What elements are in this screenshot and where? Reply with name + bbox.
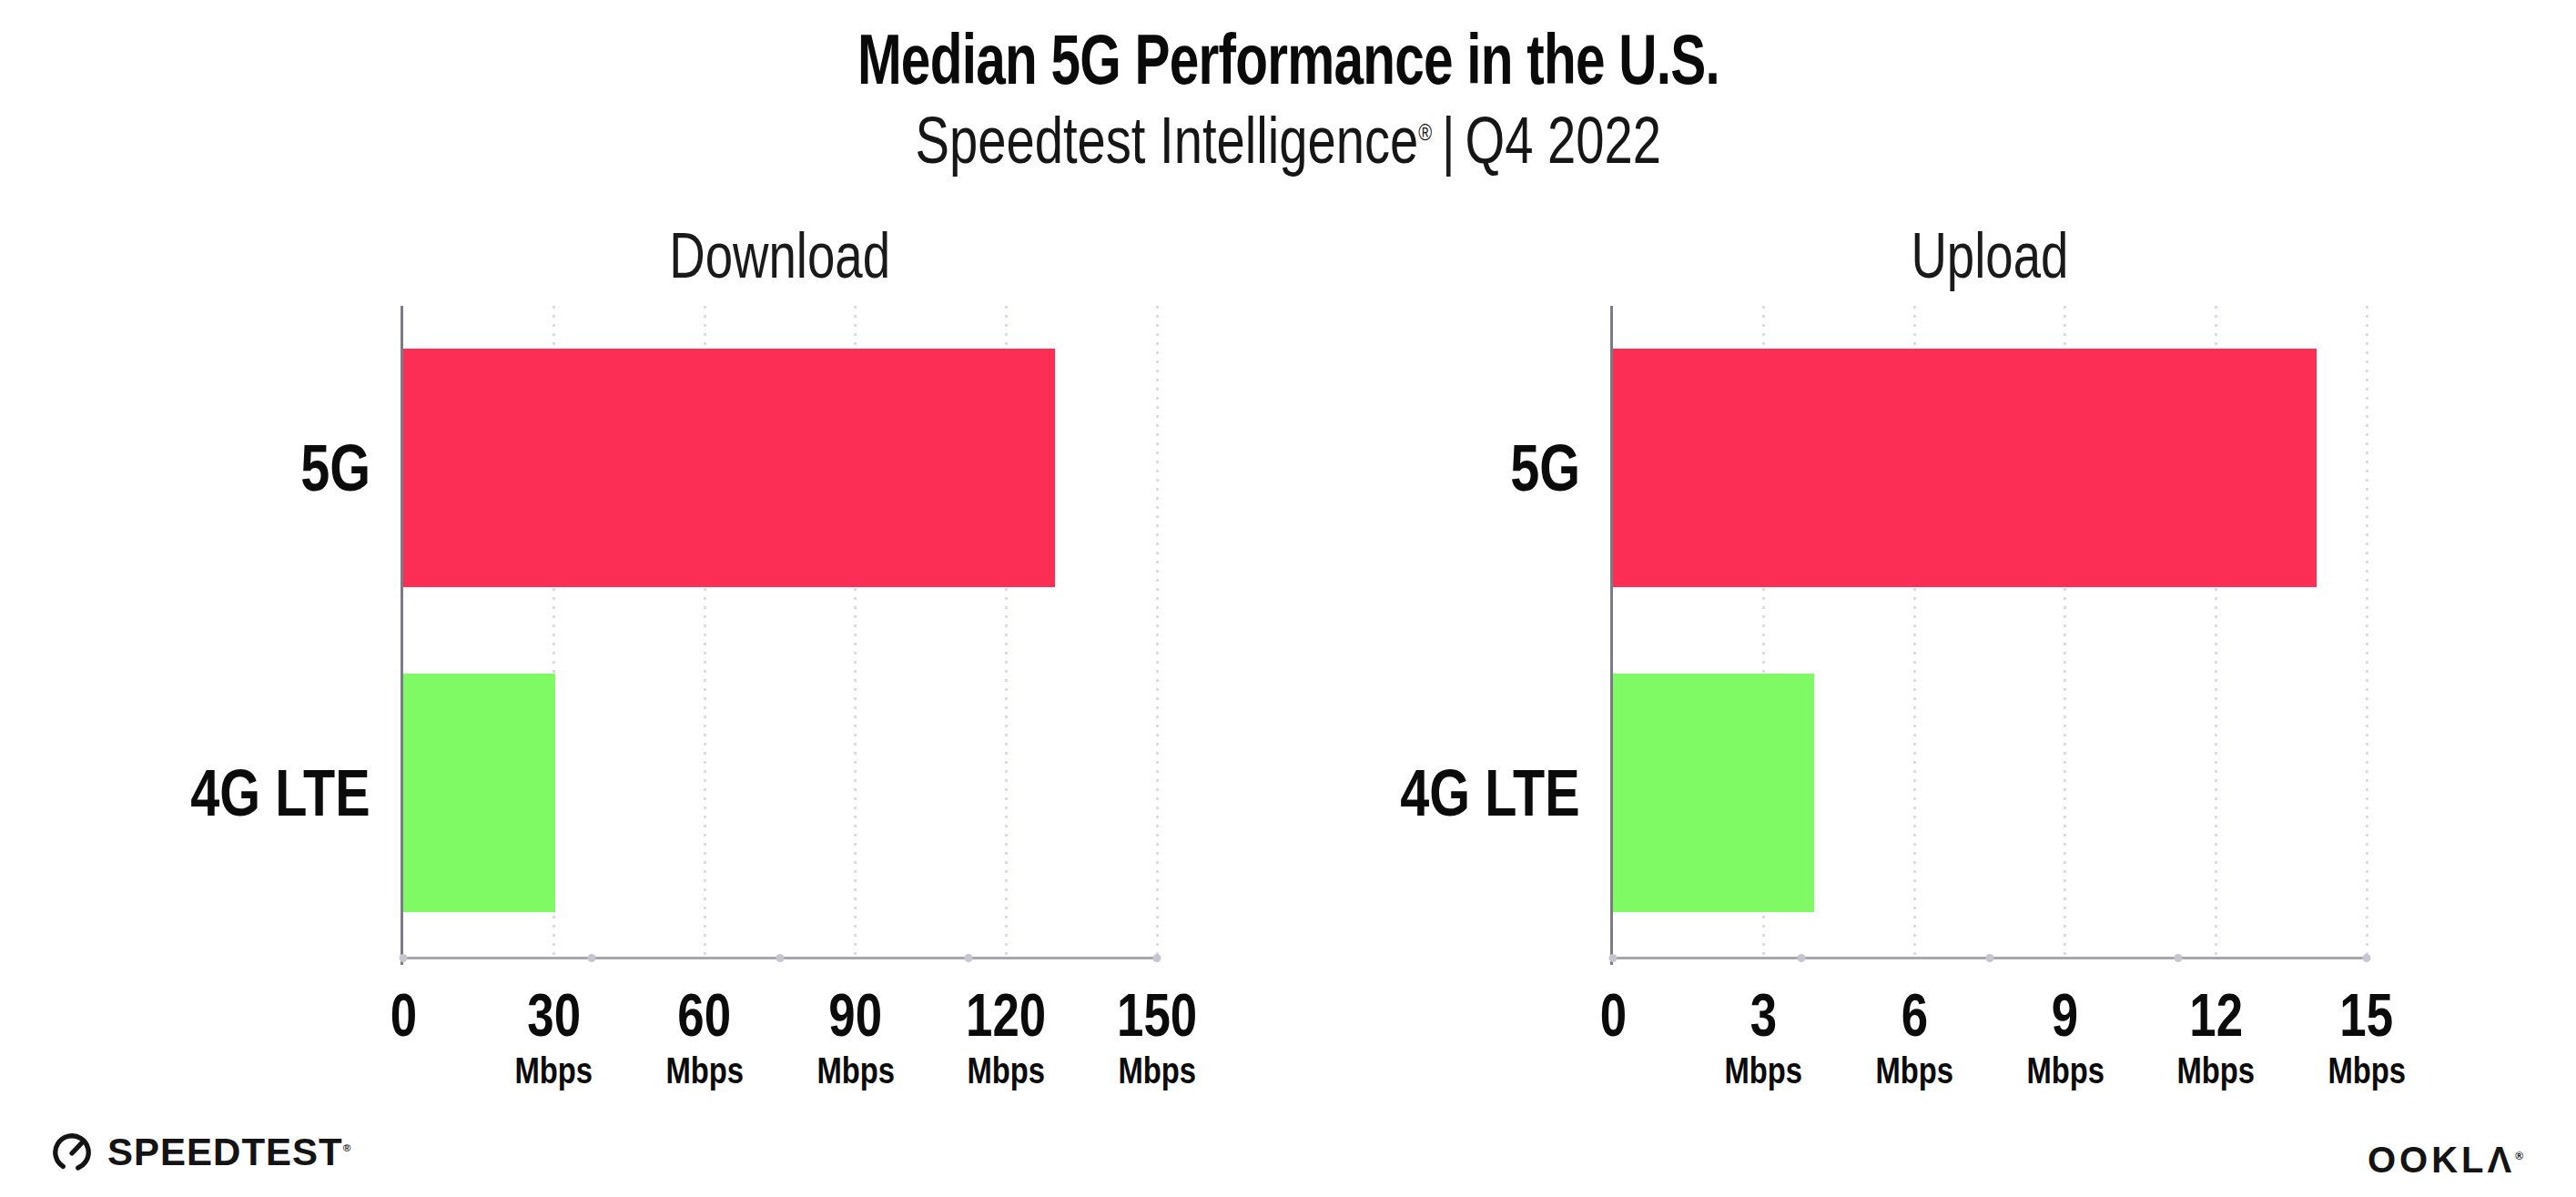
upload-category-label-text-5g: 5G bbox=[1510, 434, 1580, 502]
download-tick-unit-text-90: Mbps bbox=[816, 1051, 895, 1090]
upload-baseline-dot-100 bbox=[2363, 954, 2371, 962]
download-category-label-text-5g: 5G bbox=[300, 434, 370, 502]
ookla-trademark-symbol: ® bbox=[2515, 1150, 2523, 1162]
page-subtitle: Speedtest Intelligence®|Q4 2022 bbox=[0, 102, 2576, 178]
upload-tick-unit-text-12: Mbps bbox=[2177, 1051, 2256, 1090]
download-tick-unit-150: Mbps bbox=[1039, 1051, 1275, 1090]
page-subtitle-text: Speedtest Intelligence®|Q4 2022 bbox=[915, 102, 1660, 178]
upload-tick-unit-text-6: Mbps bbox=[1875, 1051, 1953, 1090]
download-tick-value-text-120: 120 bbox=[966, 986, 1046, 1044]
download-plot-area bbox=[403, 306, 1157, 959]
upload-baseline-dot-50 bbox=[1986, 954, 1994, 962]
subtitle-brand: Speedtest Intelligence bbox=[915, 104, 1418, 177]
upload-chart: Upload 5G4G LTE03Mbps6Mbps9Mbps12Mbps15M… bbox=[1613, 306, 2367, 957]
speedtest-trademark-symbol: ® bbox=[343, 1141, 352, 1153]
download-tick-value-text-0: 0 bbox=[390, 986, 416, 1044]
upload-bar-5g bbox=[1613, 349, 2317, 587]
upload-chart-title-text: Upload bbox=[1911, 222, 2068, 289]
download-tick-unit-text-30: Mbps bbox=[515, 1051, 593, 1090]
download-gridline-150 bbox=[1156, 306, 1159, 957]
upload-tick-value-text-12: 12 bbox=[2189, 986, 2243, 1044]
download-tick-unit-text-120: Mbps bbox=[968, 1051, 1046, 1090]
upload-category-label-text-4g-lte: 4G LTE bbox=[1401, 759, 1580, 827]
registered-trademark-symbol: ® bbox=[1418, 119, 1432, 145]
speedtest-wordmark-text: SPEEDTEST bbox=[107, 1131, 343, 1173]
upload-gridline-15 bbox=[2366, 306, 2368, 957]
download-baseline-dot-25 bbox=[588, 954, 596, 962]
upload-chart-title: Upload bbox=[1613, 222, 2367, 289]
upload-tick-value-text-15: 15 bbox=[2340, 986, 2394, 1044]
download-tick-value-150: 150 bbox=[1039, 986, 1275, 1044]
upload-category-label-5g: 5G bbox=[1198, 434, 1580, 502]
download-chart: Download 5G4G LTE030Mbps60Mbps90Mbps120M… bbox=[403, 306, 1157, 957]
download-tick-value-text-30: 30 bbox=[527, 986, 581, 1044]
upload-tick-unit-15: Mbps bbox=[2248, 1051, 2485, 1090]
upload-baseline-dot-25 bbox=[1798, 954, 1806, 962]
download-bar-4g-lte bbox=[403, 674, 555, 912]
download-tick-unit-text-150: Mbps bbox=[1118, 1051, 1196, 1090]
download-tick-150: 150 Mbps bbox=[1039, 986, 1275, 1090]
download-baseline-dot-50 bbox=[776, 954, 785, 962]
speedtest-wordmark: SPEEDTEST® bbox=[107, 1131, 351, 1174]
download-baseline-dot-75 bbox=[965, 954, 973, 962]
upload-tick-value-text-3: 3 bbox=[1750, 986, 1777, 1044]
upload-tick-unit-text-3: Mbps bbox=[1725, 1051, 1803, 1090]
upload-tick-value-text-0: 0 bbox=[1599, 986, 1626, 1044]
upload-baseline-dot-0 bbox=[1609, 954, 1618, 962]
ookla-logo: OOKLΛ® bbox=[2368, 1140, 2523, 1180]
page-title-text: Median 5G Performance in the U.S. bbox=[857, 20, 1719, 98]
upload-baseline-dot-75 bbox=[2175, 954, 2183, 962]
download-baseline-dot-0 bbox=[400, 954, 408, 962]
subtitle-separator: | bbox=[1432, 104, 1465, 177]
download-baseline-dot-100 bbox=[1153, 954, 1161, 962]
download-category-label-5g: 5G bbox=[0, 434, 370, 502]
speedtest-logo: SPEEDTEST® bbox=[51, 1131, 351, 1174]
download-chart-title: Download bbox=[403, 222, 1157, 289]
download-bar-5g bbox=[403, 349, 1055, 587]
upload-tick-value-text-9: 9 bbox=[2052, 986, 2078, 1044]
upload-plot-area bbox=[1613, 306, 2367, 959]
upload-tick-value-15: 15 bbox=[2248, 986, 2485, 1044]
ookla-wordmark-text: OOKLΛ bbox=[2368, 1140, 2515, 1180]
upload-bar-4g-lte bbox=[1613, 674, 1814, 912]
upload-category-label-4g-lte: 4G LTE bbox=[1198, 759, 1580, 827]
download-y-axis-line bbox=[401, 306, 403, 965]
download-category-label-4g-lte: 4G LTE bbox=[0, 759, 370, 827]
upload-tick-unit-text-9: Mbps bbox=[2026, 1051, 2104, 1090]
upload-tick-value-text-6: 6 bbox=[1902, 986, 1928, 1044]
subtitle-period: Q4 2022 bbox=[1465, 104, 1660, 177]
upload-y-axis-line bbox=[1610, 306, 1613, 965]
download-tick-value-text-60: 60 bbox=[678, 986, 732, 1044]
upload-tick-15: 15 Mbps bbox=[2248, 986, 2485, 1090]
page-title: Median 5G Performance in the U.S. bbox=[0, 20, 2576, 98]
download-category-label-text-4g-lte: 4G LTE bbox=[191, 759, 370, 827]
download-tick-value-text-90: 90 bbox=[828, 986, 882, 1044]
upload-tick-unit-text-15: Mbps bbox=[2328, 1051, 2406, 1090]
download-chart-title-text: Download bbox=[670, 222, 891, 289]
download-tick-value-text-150: 150 bbox=[1117, 986, 1197, 1044]
download-tick-unit-text-60: Mbps bbox=[665, 1051, 744, 1090]
speedtest-gauge-icon bbox=[51, 1131, 93, 1173]
